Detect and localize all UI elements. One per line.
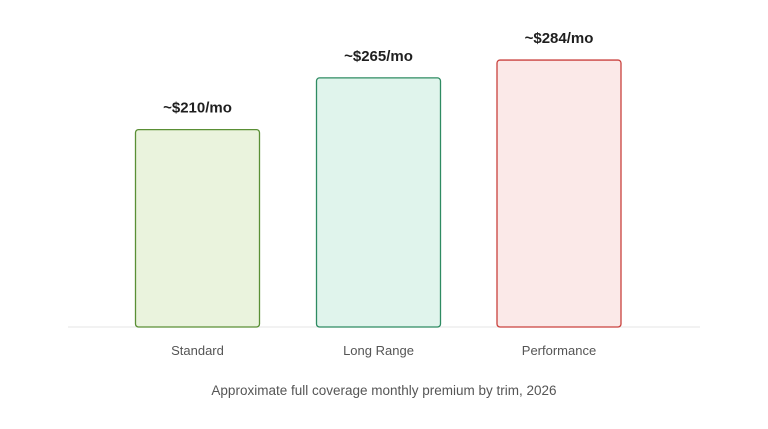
value-label: ~$284/mo xyxy=(525,30,594,47)
category-label: Long Range xyxy=(343,343,414,358)
bar-long-range xyxy=(315,77,442,328)
value-label: ~$265/mo xyxy=(344,48,413,65)
bar-performance xyxy=(496,59,622,328)
chart-caption: Approximate full coverage monthly premiu… xyxy=(211,383,556,398)
value-label: ~$210/mo xyxy=(163,100,232,117)
bars-group: ~$210/mo Standard ~$265/mo Long Range ~$284/… xyxy=(134,30,622,358)
bar-standard xyxy=(134,128,261,328)
category-label: Performance xyxy=(522,343,596,358)
category-label: Standard xyxy=(171,343,224,358)
